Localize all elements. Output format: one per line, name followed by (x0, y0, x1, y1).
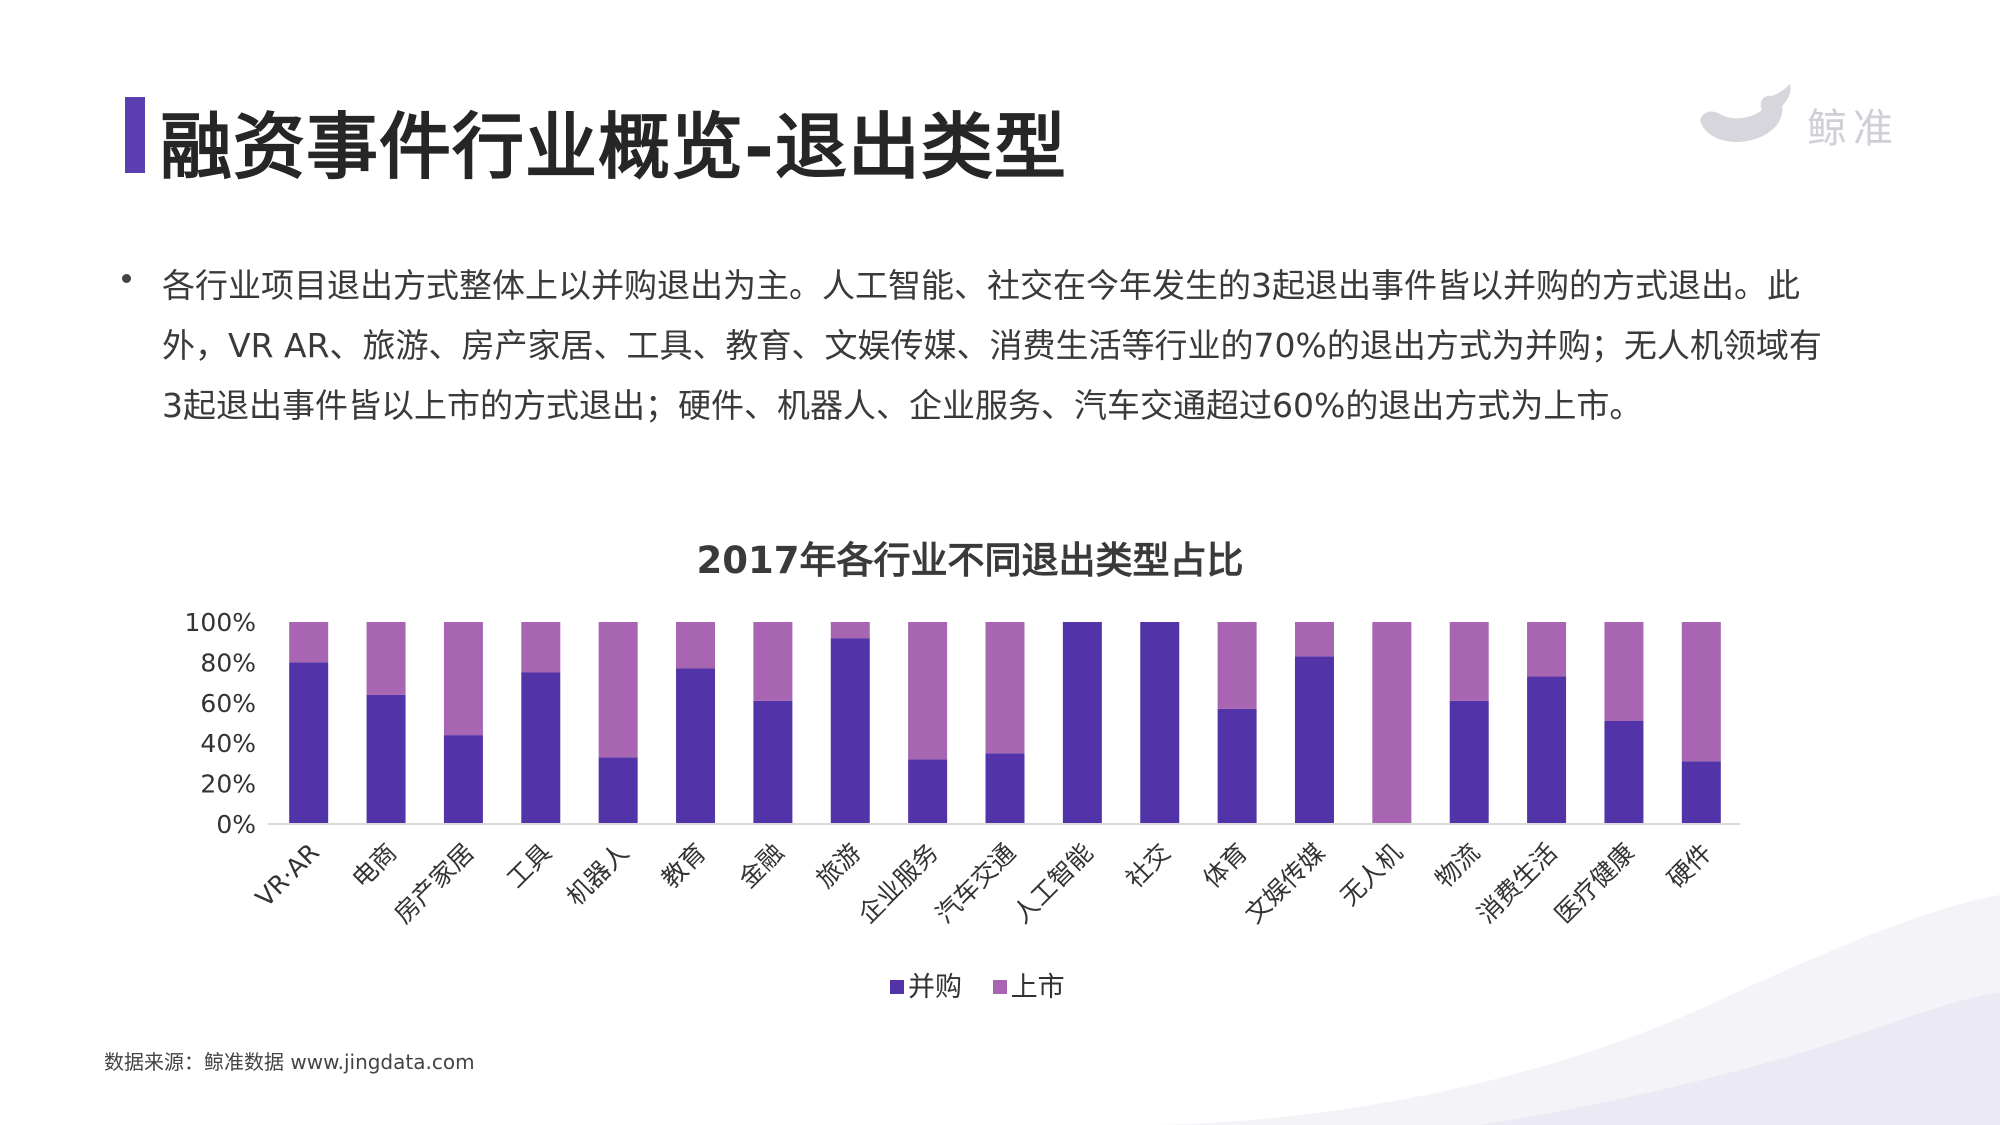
x-category-label: VR·AR (250, 838, 325, 913)
bar-segment-ipo (753, 622, 793, 701)
x-category-label: 旅游 (811, 838, 867, 894)
x-category-label: 电商 (346, 838, 402, 894)
x-category-label: 物流 (1430, 838, 1486, 894)
x-category-label: 房产家居 (388, 838, 479, 929)
bar-segment-merger (753, 700, 793, 824)
bar-segment-merger (443, 735, 483, 824)
y-tick-label: 0% (216, 810, 256, 839)
x-category-label: 体育 (1197, 838, 1253, 894)
bar-segment-merger (830, 638, 870, 824)
x-category-label: 机器人 (561, 838, 635, 912)
bar-segment-merger (1294, 656, 1334, 824)
x-category-label: 汽车交通 (930, 838, 1021, 929)
legend-label-merger: 并购 (908, 972, 962, 1003)
data-source: 数据来源：鲸准数据 www.jingdata.com (104, 1050, 475, 1074)
bar-segment-ipo (289, 622, 329, 663)
bar-segment-merger (598, 757, 638, 824)
legend-item-merger: 并购 (890, 965, 962, 1004)
y-tick-label: 100% (185, 608, 256, 637)
title-accent-bar (125, 97, 145, 173)
legend-swatch-ipo (992, 980, 1007, 994)
bar-segment-merger (1449, 700, 1489, 824)
y-tick-label: 20% (200, 770, 256, 799)
bar-segment-ipo (366, 622, 406, 695)
exit-type-chart: 2017年各行业不同退出类型占比 0% 20% 40% 60% 80% 100% VR·AR… (0, 520, 2000, 1020)
bar-segment-ipo (1217, 622, 1257, 709)
page-title: 融资事件行业概览-退出类型 (160, 105, 1067, 189)
chart-title: 2017年各行业不同退出类型占比 (696, 539, 1244, 582)
x-category-label: 社交 (1120, 838, 1176, 894)
x-category-label: 医疗健康 (1549, 838, 1640, 929)
bar-segment-merger (289, 662, 329, 824)
bar-segment-ipo (676, 622, 716, 669)
bar-segment-merger (1062, 622, 1102, 824)
bar-segment-ipo (443, 622, 483, 736)
bar-segment-merger (1604, 720, 1644, 824)
bar-segment-merger (1527, 676, 1567, 824)
bar-segment-merger (908, 759, 948, 824)
x-category-label: 教育 (656, 838, 712, 894)
legend-label-ipo: 上市 (1010, 972, 1065, 1003)
bar-segment-ipo (1681, 622, 1721, 762)
bar-segment-ipo (598, 622, 638, 758)
bar-segment-ipo (1604, 622, 1644, 721)
bullet-dot-icon (122, 274, 131, 283)
x-category-label: 金融 (733, 838, 789, 894)
whale-icon (1700, 84, 1791, 142)
chart-legend: 并购 上市 (890, 965, 1087, 1004)
y-tick-label: 40% (200, 729, 256, 758)
bar-segment-merger (676, 668, 716, 824)
bar-segment-ipo (1372, 622, 1412, 824)
legend-item-ipo: 上市 (992, 965, 1065, 1004)
bar-segment-merger (1217, 708, 1257, 824)
bar-segment-ipo (1294, 622, 1334, 657)
summary-bullet: 各行业项目退出方式整体上以并购退出为主。人工智能、社交在今年发生的3起退出事件皆… (122, 256, 1842, 436)
x-category-label: 硬件 (1662, 838, 1718, 894)
bar-segment-merger (1140, 622, 1180, 824)
bar-segment-merger (521, 672, 561, 824)
x-category-label: 无人机 (1335, 838, 1409, 912)
y-tick-label: 60% (200, 689, 256, 718)
x-category-label: 文娱传媒 (1239, 838, 1330, 929)
bar-segment-ipo (908, 622, 948, 760)
logo-text: 鲸准 (1807, 106, 1899, 152)
brand-logo: 鲸准 (1692, 80, 1902, 160)
bar-segment-ipo (1527, 622, 1567, 677)
x-category-label: 人工智能 (1007, 838, 1098, 929)
y-tick-label: 80% (200, 648, 256, 677)
x-category-label: 工具 (501, 838, 557, 894)
bar-segment-merger (1681, 761, 1721, 824)
bar-segment-ipo (985, 622, 1025, 754)
summary-text: 各行业项目退出方式整体上以并购退出为主。人工智能、社交在今年发生的3起退出事件皆… (162, 266, 1822, 425)
x-category-label: 企业服务 (853, 838, 944, 929)
bar-segment-merger (985, 753, 1025, 824)
bar-segment-ipo (1449, 622, 1489, 701)
bar-segment-merger (366, 694, 406, 824)
bar-segment-ipo (521, 622, 561, 673)
x-category-label: 消费生活 (1472, 838, 1563, 929)
bar-segment-ipo (830, 622, 870, 639)
legend-swatch-merger (890, 980, 904, 994)
